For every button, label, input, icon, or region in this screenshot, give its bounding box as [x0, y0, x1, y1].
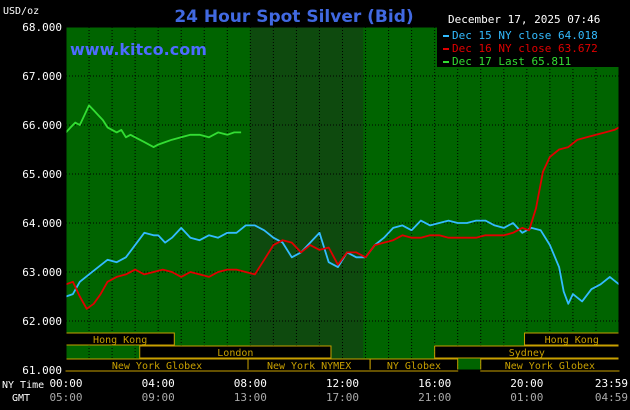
- y-tick-label: 66.000: [22, 119, 62, 132]
- session-band-label: NY Globex: [387, 361, 441, 372]
- legend-entry: Dec 16 NY close 63.672: [452, 42, 598, 55]
- y-axis: 68.000 67.000 66.000 65.000 64.000 63.000 62.0…: [22, 21, 62, 377]
- x-tick-ny-label: 00:00: [49, 377, 82, 390]
- plot-border: [65, 26, 620, 371]
- x-tick-ny-label: 23:59: [595, 377, 628, 390]
- x-tick-ny-label: 08:00: [234, 377, 267, 390]
- legend-box: [437, 27, 619, 67]
- legend-entry: Dec 17 Last 65.811: [452, 55, 571, 68]
- nymex-session-shade: [250, 27, 364, 370]
- session-band: London: [139, 345, 332, 359]
- x-tick-gmt-label: 21:00: [418, 391, 451, 404]
- x-tick-ny-label: 04:00: [142, 377, 175, 390]
- x-tick-ny-label: 16:00: [418, 377, 451, 390]
- y-tick-label: 61.000: [22, 364, 62, 377]
- y-tick-label: 68.000: [22, 21, 62, 34]
- x-tick-gmt-label: 17:00: [326, 391, 359, 404]
- y-tick-label: 63.000: [22, 266, 62, 279]
- session-band-label: New York Globex: [505, 361, 595, 372]
- session-band-label: Hong Kong: [545, 335, 599, 346]
- gmt-label: GMT: [12, 393, 30, 404]
- session-band-label: Sydney: [509, 348, 545, 359]
- x-tick-gmt-label: 01:00: [510, 391, 543, 404]
- series-line-3: [65, 104, 242, 149]
- chart-title: 24 Hour Spot Silver (Bid): [174, 7, 413, 27]
- session-band-box: [139, 345, 332, 359]
- y-tick-label: 67.000: [22, 70, 62, 83]
- session-band: NY Globex: [369, 358, 459, 372]
- session-band-label: New York NYMEX: [267, 361, 351, 372]
- session-band: Sydney: [434, 345, 620, 359]
- legend-entry: Dec 15 NY close 64.018: [452, 29, 598, 42]
- x-tick-gmt-label: 09:00: [142, 391, 175, 404]
- session-band: Hong Kong: [524, 332, 620, 346]
- unit-label: USD/oz: [3, 6, 39, 17]
- y-tick-label: 64.000: [22, 217, 62, 230]
- y-tick-label: 65.000: [22, 168, 62, 181]
- session-bands: Hong Kong Hong Kong London Sydney New York G…: [65, 332, 620, 372]
- series-layer: [65, 104, 620, 310]
- legend-swatch: [443, 48, 449, 50]
- session-band-label: New York Globex: [112, 361, 202, 372]
- session-band: Hong Kong: [65, 332, 175, 346]
- x-tick-gmt-label: 05:00: [49, 391, 82, 404]
- session-band-box: [369, 358, 459, 372]
- y-tick-label: 62.000: [22, 315, 62, 328]
- session-band-label: London: [217, 348, 253, 359]
- x-tick-gmt-label: 13:00: [234, 391, 267, 404]
- session-band-label: Hong Kong: [93, 335, 147, 346]
- legend-swatch: [443, 35, 449, 37]
- x-tick-ny-label: 12:00: [326, 377, 359, 390]
- site-watermark: www.kitco.com: [70, 40, 207, 59]
- series-line-2: [65, 126, 620, 310]
- date-stamp: December 17, 2025 07:46: [448, 13, 600, 26]
- x-tick-ny-label: 20:00: [510, 377, 543, 390]
- legend-swatch: [443, 61, 449, 63]
- ny-time-label: NY Time: [2, 380, 44, 391]
- x-tick-gmt-label: 04:59: [595, 391, 628, 404]
